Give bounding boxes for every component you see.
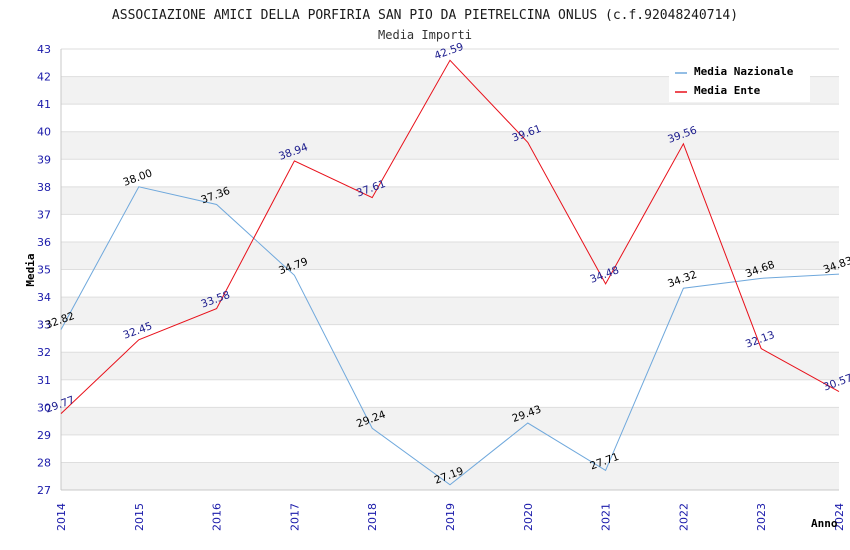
y-tick-label: 27 xyxy=(37,484,51,497)
chart-title: ASSOCIAZIONE AMICI DELLA PORFIRIA SAN PI… xyxy=(112,8,738,23)
legend-label-media-nazionale: Media Nazionale xyxy=(694,65,794,78)
grid-band xyxy=(61,407,839,435)
y-tick-label: 30 xyxy=(37,401,51,414)
chart-subtitle: Media Importi xyxy=(378,28,472,42)
x-tick-label: 2024 xyxy=(833,503,846,531)
x-tick-label: 2014 xyxy=(55,503,68,531)
grid-band xyxy=(61,269,839,298)
y-tick-label: 28 xyxy=(37,456,51,469)
y-tick-label: 33 xyxy=(37,319,51,332)
grid-band xyxy=(61,434,839,463)
grid-band xyxy=(61,241,839,270)
series-line-media-ente xyxy=(60,59,840,415)
x-tick-label: 2016 xyxy=(211,503,224,531)
grid-band xyxy=(61,131,839,160)
grid-band xyxy=(61,352,839,380)
y-tick-label: 29 xyxy=(37,429,51,442)
x-axis-label: Anno xyxy=(811,517,838,530)
y-tick-labels: 27 28 29 30 31 32 33 34 35 36 37 38 39 40 41 42 43 xyxy=(37,43,51,497)
grid-band xyxy=(61,379,839,408)
series-line-media-nazionale xyxy=(60,186,840,486)
x-tick-label: 2023 xyxy=(755,503,768,531)
gridlines xyxy=(61,48,839,491)
legend-label-media-ente: Media Ente xyxy=(694,84,761,97)
legend-box xyxy=(669,60,810,102)
legend: Media Nazionale Media Ente xyxy=(669,60,810,102)
grid-band xyxy=(61,324,839,353)
y-tick-label: 42 xyxy=(37,71,51,84)
grid-band xyxy=(61,104,839,132)
y-tick-label: 35 xyxy=(37,264,51,277)
y-tick-label: 40 xyxy=(37,126,51,139)
y-tick-label: 43 xyxy=(37,43,51,56)
x-tick-labels: 2014 2015 2016 2017 2018 2019 2020 2021 2022 2023… xyxy=(55,503,846,531)
y-tick-label: 37 xyxy=(37,208,51,221)
y-tick-label: 31 xyxy=(37,374,51,387)
x-tick-label: 2017 xyxy=(288,503,301,531)
grid-band xyxy=(61,462,839,490)
x-tick-label: 2019 xyxy=(444,503,457,531)
y-tick-label: 39 xyxy=(37,153,51,166)
x-tick-label: 2021 xyxy=(600,503,613,531)
grid-bands xyxy=(61,49,839,490)
y-tick-label: 34 xyxy=(37,291,51,304)
x-tick-label: 2015 xyxy=(133,503,146,531)
y-tick-label: 32 xyxy=(37,346,51,359)
x-tick-label: 2020 xyxy=(522,503,535,531)
grid-band xyxy=(61,297,839,325)
series-lines xyxy=(60,59,840,486)
y-axis-label: Media xyxy=(24,253,37,286)
grid-band xyxy=(61,186,839,215)
grid-band xyxy=(61,214,839,242)
x-tick-label: 2022 xyxy=(677,503,690,531)
y-tick-label: 38 xyxy=(37,181,51,194)
grid-band xyxy=(61,159,839,187)
y-tick-label: 41 xyxy=(37,98,51,111)
axes xyxy=(60,49,839,491)
x-tick-label: 2018 xyxy=(366,503,379,531)
y-tick-label: 36 xyxy=(37,236,51,249)
